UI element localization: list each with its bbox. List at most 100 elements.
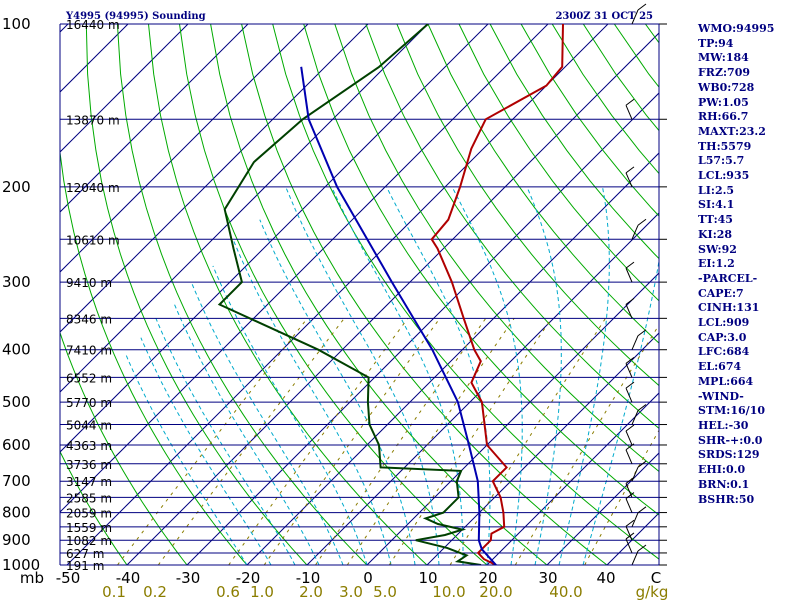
index-item: EHI:0.0: [698, 463, 746, 477]
height-label: 7410 m: [66, 344, 112, 358]
index-item: TT:45: [698, 213, 733, 227]
moist-adiabat-line: [582, 257, 659, 565]
dry-adiabat-line: [116, 24, 368, 565]
index-item: SW:92: [698, 242, 737, 256]
temperature-label: -50: [56, 569, 81, 587]
moist-adiabat-line: [140, 337, 272, 565]
mixing-ratio-line: [514, 323, 659, 565]
isotherm-line: [60, 24, 189, 153]
plot-area: [60, 24, 659, 565]
height-label: 3147 m: [66, 475, 112, 489]
height-label: 627 m: [66, 547, 104, 561]
temperature-label: C: [651, 569, 661, 587]
dry-adiabat-line: [458, 24, 659, 302]
height-label: 12040 m: [66, 181, 120, 195]
background-lines: [60, 24, 659, 565]
height-label: 1082 m: [66, 534, 112, 548]
wind-barb-feather: [625, 98, 635, 106]
isotherm-line: [246, 152, 659, 565]
index-item: SRDS:129: [698, 448, 760, 462]
index-item: LCL:935: [698, 169, 750, 183]
mixing-ratio-line: [263, 318, 441, 565]
index-item: MW:184: [698, 51, 749, 65]
parcel-profile-line: [300, 66, 497, 565]
wind-barb-staff: [625, 387, 633, 403]
mixing-ratio-label: 5.0: [373, 583, 397, 600]
mixing-ratio-line: [388, 318, 553, 565]
wind-barb-staff: [631, 9, 639, 25]
index-item: L57:5.7: [698, 154, 745, 168]
index-item: HEL:-30: [698, 418, 749, 432]
height-label: 10610 m: [66, 233, 120, 247]
pressure-label: 300: [2, 273, 31, 291]
dry-adiabat-line: [241, 24, 608, 565]
wind-barb-staff: [631, 467, 639, 482]
index-item: EI:1.2: [698, 257, 735, 271]
wind-barb-feather: [625, 443, 635, 451]
wind-barb-feather: [625, 477, 635, 484]
isotherm-line: [60, 24, 549, 513]
pressure-label: 1000: [2, 556, 40, 574]
index-item: BRN:0.1: [698, 477, 750, 491]
dry-adiabat-line: [489, 24, 659, 260]
mixing-ratio-label: 0.2: [143, 583, 167, 600]
height-label: 4363 m: [66, 439, 112, 453]
wind-barb-feather: [625, 532, 635, 540]
isotherm-line: [66, 24, 609, 565]
height-label: 2059 m: [66, 507, 112, 521]
index-item: SI:4.1: [698, 198, 735, 212]
wind-barb-staff: [625, 267, 633, 283]
dry-adiabat-line: [60, 450, 128, 565]
wind-barb-feather: [625, 519, 635, 527]
height-label: 6552 m: [66, 371, 112, 385]
mixing-ratio-label: 3.0: [339, 583, 363, 600]
moist-adiabat-line: [155, 318, 296, 565]
pressure-label: 700: [2, 472, 31, 490]
wind-barb-feather: [637, 3, 647, 11]
pressure-label: 800: [2, 504, 31, 522]
isotherm-line: [60, 24, 429, 393]
temperature-label: 20: [478, 569, 497, 587]
dry-adiabat-line: [60, 148, 248, 565]
wind-barb-staff: [631, 225, 639, 240]
temperature-label: 30: [538, 569, 557, 587]
temperature-label: 40: [596, 569, 615, 587]
mixing-ratio-label: 20.0: [479, 583, 512, 600]
wind-barb-staff: [631, 410, 639, 425]
height-label: 13870 m: [66, 113, 120, 127]
dry-adiabat-line: [179, 24, 488, 565]
height-label: 5044 m: [66, 419, 112, 433]
moist-adiabat-line: [558, 186, 610, 565]
mixing-ratio-label: 0.1: [102, 583, 126, 600]
wind-barb-staff: [631, 335, 639, 350]
dry-adiabat-line: [210, 24, 548, 565]
index-item: FRZ:709: [698, 66, 751, 80]
isotherm-line: [126, 32, 659, 565]
wind-barb-staff: [625, 526, 633, 541]
mixing-ratio-label: 10.0: [432, 583, 465, 600]
isotherm-line: [60, 24, 249, 213]
index-item: CAPE:7: [698, 286, 744, 300]
index-item: BSHR:50: [698, 492, 755, 506]
moist-adiabat-line: [212, 265, 368, 565]
sounding-time: 2300Z 31 OCT 25: [555, 11, 653, 22]
index-item: RH:66.7: [698, 110, 749, 124]
index-item: TP:94: [698, 36, 734, 50]
pressure-label: 400: [2, 341, 31, 359]
index-item: KI:28: [698, 227, 733, 241]
index-item: STM:16/10: [698, 404, 765, 418]
pressure-axis-labels: 100 200 300 400 500 600 700 800 900 1000: [2, 15, 40, 574]
wind-barb-feather: [637, 329, 647, 337]
index-item: EL:674: [698, 360, 742, 374]
wind-barb-feather: [625, 424, 635, 432]
index-item: LCL:909: [698, 316, 750, 330]
index-item: -WIND-: [698, 389, 744, 403]
wind-barbs: [625, 3, 647, 566]
dry-adiabat-line: [148, 24, 428, 565]
wind-barb-feather: [625, 261, 635, 269]
isotherm-line: [186, 92, 659, 565]
wind-barb-staff: [631, 550, 639, 566]
temperature-label: -10: [296, 569, 321, 587]
height-label: 16440 m: [66, 18, 120, 32]
